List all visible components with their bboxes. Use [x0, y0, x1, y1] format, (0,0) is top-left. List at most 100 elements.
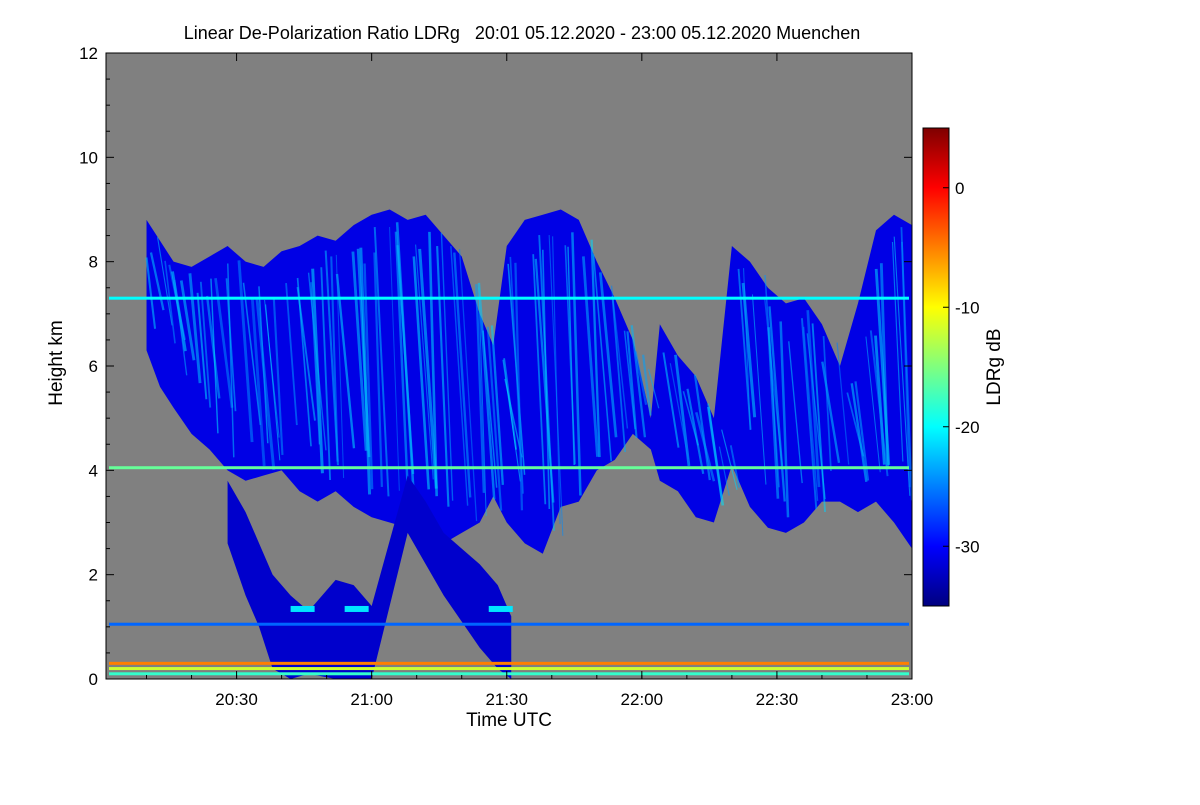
layer-artifact-line-6 [109, 661, 909, 665]
texture-streak [662, 352, 680, 448]
texture-streak [626, 331, 638, 439]
texture-streak [686, 388, 705, 474]
texture-streak [811, 323, 826, 513]
artifact-line-mark [109, 672, 909, 676]
texture-streak [373, 252, 383, 487]
texture-streak [865, 336, 881, 473]
texture-streak [394, 231, 410, 493]
texture-streak [428, 231, 438, 497]
colorbar-ticks: 0 -10 -20 -30 [943, 179, 980, 556]
texture-streak [477, 282, 496, 500]
texture-streak [822, 335, 832, 472]
texture-streak [718, 446, 730, 496]
texture-streak [214, 278, 234, 408]
texture-streak [205, 295, 221, 399]
texture-streak [242, 282, 262, 426]
texture-streak [581, 256, 599, 457]
texture-streak [891, 242, 904, 462]
y-tick-label: 6 [89, 357, 98, 376]
texture-streak [901, 241, 911, 488]
texture-streak [869, 330, 889, 477]
y-tick-label: 12 [79, 44, 98, 63]
chart-title: Linear De-Polarization Ratio LDRg 20:01 … [184, 23, 860, 43]
texture-streak [767, 327, 780, 499]
colorbar [922, 127, 950, 607]
texture-streak [157, 237, 173, 326]
texture-streak [436, 246, 450, 507]
texture-streak [320, 267, 332, 481]
texture-streak [486, 326, 503, 511]
texture-streak [440, 232, 454, 501]
texture-streak [458, 249, 478, 522]
artifact-line-mark [109, 661, 909, 665]
texture-streak [450, 246, 469, 506]
texture-streak [590, 239, 601, 458]
texture-streak [806, 310, 821, 488]
texture-streak [227, 263, 235, 458]
texture-streak [693, 374, 711, 481]
texture-streak [634, 351, 648, 405]
x-tick-label: 22:30 [756, 690, 799, 709]
texture-streak [418, 248, 438, 489]
y-axis: 0 2 4 6 8 10 12 [79, 44, 912, 689]
texture-streak [743, 268, 751, 431]
y-tick-label: 2 [89, 566, 98, 585]
texture-streak [548, 235, 564, 536]
texture-streak [836, 342, 850, 465]
texture-streak [196, 292, 208, 400]
layer-artifact-line-8 [109, 672, 909, 676]
texture-streak [265, 304, 281, 461]
bright-band-mark [488, 605, 513, 612]
x-tick-label: 23:00 [891, 690, 934, 709]
layer-artifact-line-5 [109, 622, 909, 626]
texture-streak [490, 325, 505, 485]
texture-streak [552, 236, 561, 525]
y-tick-label: 4 [89, 461, 98, 480]
colorbar-tick-label: -20 [955, 418, 980, 437]
texture-streak [802, 326, 819, 501]
texture-streak [330, 256, 339, 462]
artifact-line-mark [109, 296, 909, 300]
texture-streak [307, 272, 327, 451]
texture-streak [453, 252, 472, 498]
layer-bright-band-2 [290, 605, 513, 612]
texture-streak [359, 247, 372, 495]
bright-band-mark [344, 605, 369, 612]
texture-streak [647, 369, 660, 409]
artifact-line-mark [109, 466, 909, 470]
layer-artifact-line-3 [109, 296, 909, 300]
x-tick-label: 22:00 [621, 690, 664, 709]
texture-streak [255, 299, 276, 471]
texture-streak [210, 278, 219, 434]
texture-streak [373, 227, 390, 497]
colorbar-tick-label: -10 [955, 298, 980, 317]
texture-streak [846, 392, 865, 457]
colorbar-tick-label: 0 [955, 179, 964, 198]
texture-streak [475, 284, 486, 493]
texture-streak [482, 330, 498, 488]
texture-streak [893, 236, 911, 496]
layer-artifact-line-7 [109, 667, 909, 671]
layer-artifact-line-4 [109, 466, 909, 470]
texture-streak [707, 403, 723, 499]
x-axis: 20:30 21:00 21:30 22:00 22:30 23:00 [146, 53, 934, 709]
texture-streak [669, 363, 689, 460]
texture-streak [630, 325, 647, 438]
texture-streak [250, 298, 266, 467]
texture-streak [502, 359, 521, 482]
y-axis-label: Height km [46, 320, 67, 406]
texture-streak [598, 272, 618, 438]
colorbar-tick-label: -30 [955, 537, 980, 556]
texture-streak [592, 254, 612, 462]
texture-streak [695, 412, 716, 482]
texture-streak [412, 256, 431, 490]
texture-streak [751, 294, 767, 485]
texture-streak [788, 341, 803, 484]
x-tick-label: 21:00 [350, 690, 393, 709]
texture-streak [721, 429, 738, 490]
texture-streak [396, 245, 415, 475]
texture-streak [335, 273, 356, 449]
texture-streak [149, 252, 165, 311]
